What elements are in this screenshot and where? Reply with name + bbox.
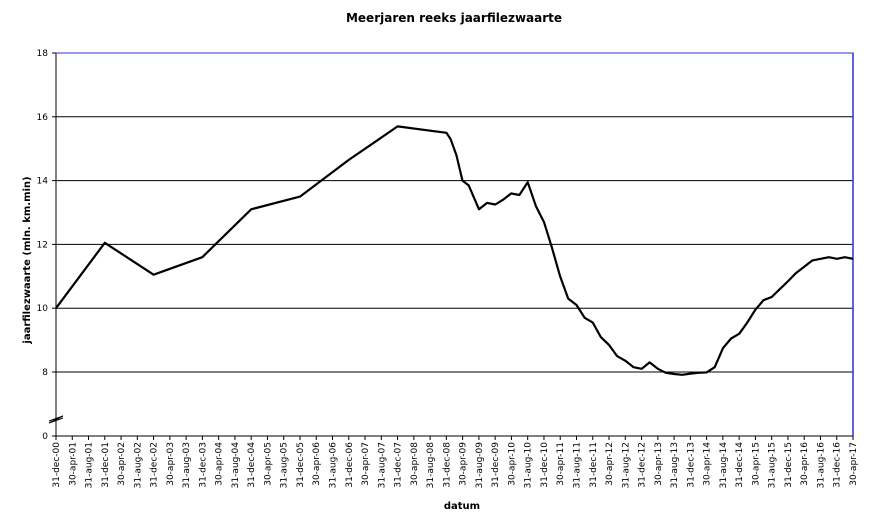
- x-tick-label: 31-dec-03: [198, 442, 208, 488]
- series-group: [55, 125, 854, 376]
- x-tick-label: 31-aug-11: [572, 442, 582, 488]
- x-tick-label: 31-dec-16: [833, 442, 843, 488]
- x-tick-label: 30-apr-16: [800, 442, 810, 486]
- x-tick-label: 31-dec-12: [638, 442, 648, 488]
- chart-title: Meerjaren reeks jaarfilezwaarte: [346, 11, 562, 25]
- x-axis-label: datum: [444, 501, 480, 512]
- x-tick-label: 31-dec-00: [52, 442, 62, 488]
- x-tick-label: 31-aug-06: [329, 442, 339, 489]
- x-tick-label: 31-aug-16: [816, 442, 826, 489]
- x-tick-label: 31-aug-07: [377, 442, 387, 488]
- x-tick-label: 31-aug-05: [280, 442, 290, 488]
- x-tick-label: 31-dec-05: [296, 442, 306, 488]
- y-axis-label: jaarfilezwaarte (mln. km.min): [22, 176, 33, 344]
- x-tick-label: 30-apr-15: [751, 442, 761, 486]
- x-tick-label: 30-apr-10: [507, 442, 517, 486]
- x-tick-label: 31-dec-14: [735, 442, 745, 488]
- x-tick-label: 31-dec-15: [784, 442, 794, 488]
- x-tick-label: 31-aug-15: [768, 442, 778, 488]
- y-tick-label: 8: [42, 368, 48, 378]
- x-tick-label: 30-apr-11: [556, 442, 566, 486]
- x-tick-label: 30-apr-01: [68, 442, 78, 486]
- x-tick-label: 31-dec-13: [686, 442, 696, 488]
- x-tick-label: 31-dec-10: [540, 442, 550, 488]
- x-tick-label: 31-aug-02: [133, 442, 143, 488]
- x-axis-ticks: 31-dec-00 30-apr-01 31-aug-01 31-dec-01 30-a…: [52, 436, 859, 488]
- x-tick-label: 30-apr-17: [849, 442, 859, 486]
- x-tick-label: 31-dec-11: [589, 442, 599, 488]
- x-tick-label: 30-apr-05: [263, 442, 273, 486]
- x-tick-label: 30-apr-08: [410, 442, 420, 486]
- x-tick-label: 31-dec-06: [345, 442, 355, 488]
- x-tick-label: 31-dec-08: [442, 442, 452, 488]
- x-tick-label: 31-aug-10: [524, 442, 534, 489]
- x-tick-label: 31-dec-01: [101, 442, 111, 488]
- y-tick-label: 12: [37, 240, 48, 250]
- x-tick-label: 31-aug-14: [719, 442, 729, 489]
- x-tick-label: 30-apr-07: [361, 442, 371, 486]
- gridlines: [56, 116, 853, 373]
- x-tick-label: 31-aug-03: [182, 442, 192, 488]
- y-tick-label: 10: [37, 304, 49, 314]
- x-tick-label: 31-aug-12: [621, 442, 631, 488]
- x-tick-label: 30-apr-13: [654, 442, 664, 486]
- axis-break-marker: [48, 415, 64, 424]
- y-tick-label: 14: [37, 177, 49, 187]
- x-tick-label: 30-apr-09: [459, 442, 469, 486]
- x-tick-label: 31-dec-02: [150, 442, 160, 488]
- x-tick-label: 31-aug-04: [231, 442, 241, 489]
- x-tick-label: 31-aug-08: [426, 442, 436, 489]
- x-tick-label: 31-aug-01: [85, 442, 95, 488]
- x-tick-label: 30-apr-14: [703, 442, 713, 486]
- x-tick-label: 31-aug-13: [670, 442, 680, 488]
- x-tick-label: 30-apr-12: [605, 442, 615, 486]
- x-tick-label: 31-aug-09: [475, 442, 485, 489]
- y-axis-ticks: 0 8 10 12 14 16 18: [37, 49, 56, 442]
- x-tick-label: 30-apr-02: [117, 442, 127, 486]
- x-tick-label: 31-dec-04: [247, 442, 257, 488]
- x-tick-label: 30-apr-03: [166, 442, 176, 486]
- y-tick-label: 18: [37, 49, 49, 59]
- x-tick-label: 30-apr-06: [312, 442, 322, 486]
- x-tick-label: 30-apr-04: [215, 442, 225, 486]
- series-line: [55, 125, 854, 376]
- x-tick-label: 31-dec-07: [394, 442, 404, 488]
- y-tick-label: 0: [42, 432, 48, 442]
- y-tick-label: 16: [37, 113, 49, 123]
- x-tick-label: 31-dec-09: [491, 442, 501, 488]
